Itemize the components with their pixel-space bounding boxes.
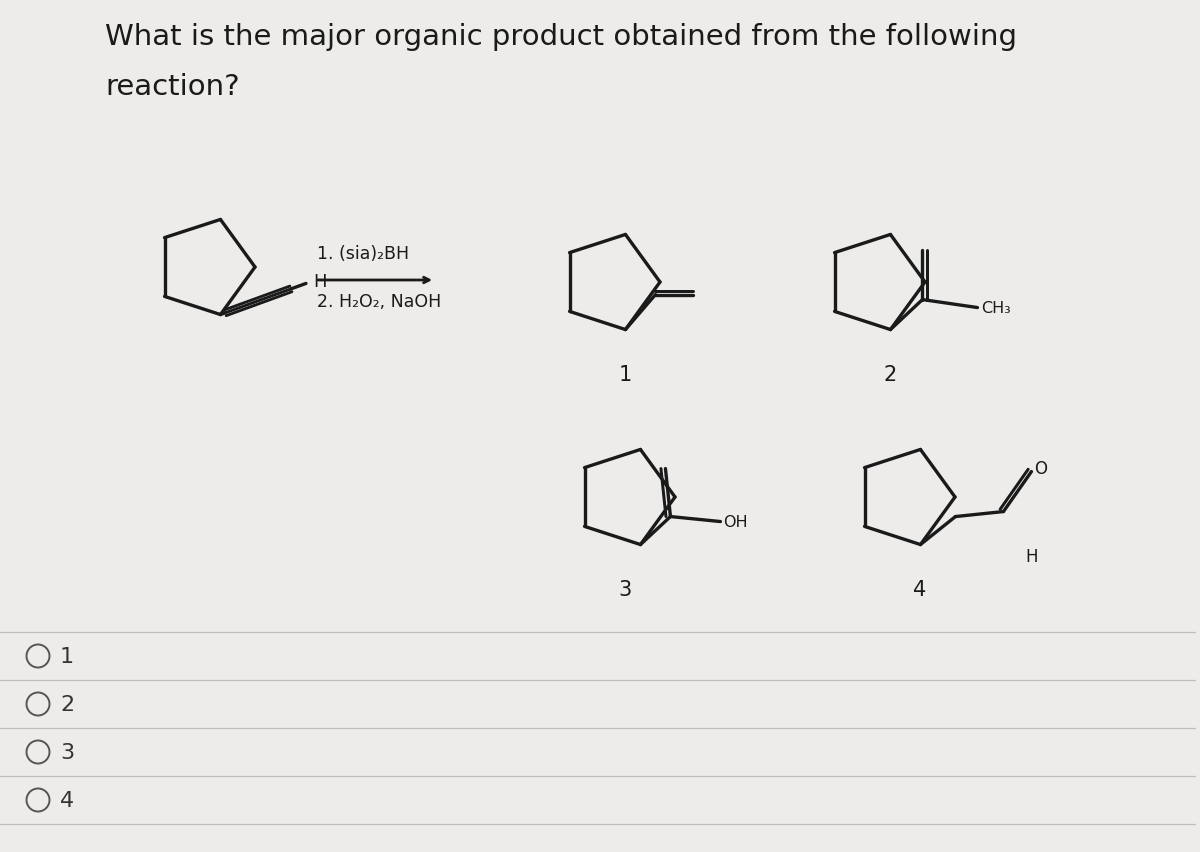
- Text: O: O: [1034, 459, 1048, 477]
- Text: 2: 2: [883, 365, 896, 384]
- Text: H: H: [313, 273, 328, 291]
- Text: CH₃: CH₃: [982, 301, 1012, 316]
- Text: 4: 4: [913, 579, 926, 599]
- Text: 1. (sia)₂BH: 1. (sia)₂BH: [317, 245, 409, 262]
- Text: 4: 4: [60, 790, 74, 810]
- Text: 2: 2: [60, 694, 74, 714]
- Text: 3: 3: [618, 579, 631, 599]
- Text: What is the major organic product obtained from the following: What is the major organic product obtain…: [106, 23, 1018, 51]
- Text: 3: 3: [60, 742, 74, 762]
- Text: reaction?: reaction?: [106, 73, 240, 101]
- Text: H: H: [1025, 547, 1038, 565]
- Text: 1: 1: [60, 646, 74, 666]
- Text: 2. H₂O₂, NaOH: 2. H₂O₂, NaOH: [317, 292, 442, 311]
- Text: OH: OH: [724, 515, 748, 529]
- Text: 1: 1: [618, 365, 631, 384]
